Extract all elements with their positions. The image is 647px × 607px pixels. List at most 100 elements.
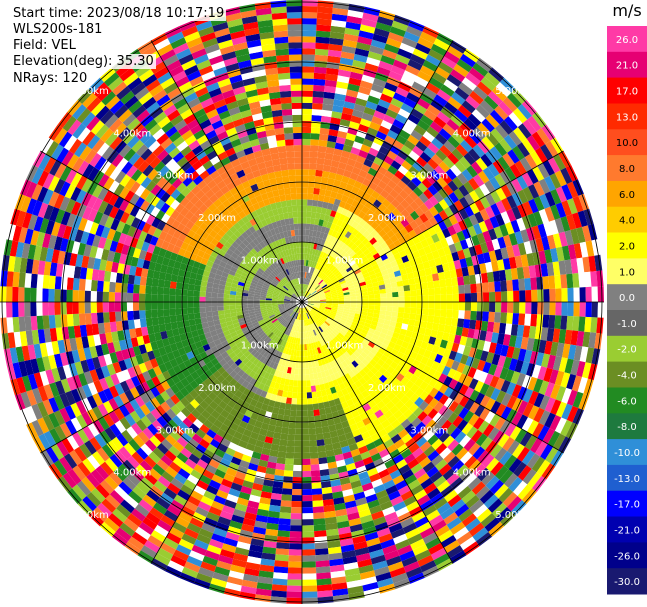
velocity-gate: [548, 315, 556, 329]
velocity-gate: [517, 123, 532, 139]
velocity-gate: [404, 170, 416, 181]
velocity-gate: [281, 359, 287, 367]
velocity-gate: [433, 390, 444, 402]
velocity-gate: [419, 381, 429, 391]
velocity-gate: [355, 338, 363, 345]
velocity-gate: [470, 292, 478, 302]
velocity-gate: [338, 200, 347, 209]
velocity-gate: [244, 512, 257, 521]
velocity-gate: [378, 347, 386, 355]
velocity-gate: [386, 302, 393, 307]
velocity-gate: [359, 317, 367, 323]
velocity-gate: [316, 439, 325, 447]
velocity-gate: [269, 498, 282, 507]
velocity-gate: [315, 328, 321, 335]
velocity-gate: [362, 305, 369, 309]
velocity-gate: [364, 334, 372, 342]
velocity-gate: [524, 154, 538, 170]
velocity-gate: [431, 250, 440, 260]
velocity-gate: [322, 97, 335, 106]
velocity-gate: [275, 376, 282, 384]
velocity-gate: [245, 506, 258, 515]
velocity-gate: [317, 256, 322, 264]
velocity-gate: [324, 79, 337, 88]
velocity-gate: [336, 273, 343, 279]
velocity-gate: [302, 145, 311, 152]
velocity-gate: [317, 590, 333, 598]
velocity-gate: [313, 78, 326, 86]
velocity-gate: [175, 295, 182, 302]
velocity-gate: [325, 305, 332, 309]
velocity-gate: [169, 302, 176, 309]
velocity-gate: [275, 395, 282, 403]
velocity-gate: [208, 538, 224, 549]
velocity-gate: [485, 193, 496, 206]
velocity-gate: [391, 378, 401, 387]
velocity-gate: [463, 319, 471, 329]
velocity-gate: [336, 390, 344, 398]
velocity-gate: [396, 203, 406, 214]
velocity-gate: [307, 303, 314, 306]
velocity-gate: [357, 275, 364, 281]
velocity-gate: [313, 512, 325, 520]
velocity-gate: [18, 287, 25, 302]
velocity-gate: [499, 367, 509, 380]
velocity-gate: [555, 401, 567, 418]
velocity-gate: [337, 465, 348, 474]
velocity-gate: [302, 102, 313, 109]
velocity-gate: [579, 346, 589, 363]
velocity-gate: [362, 222, 371, 231]
velocity-gate: [311, 309, 317, 315]
velocity-gate: [459, 258, 468, 269]
velocity-gate: [296, 344, 300, 351]
velocity-gate: [328, 552, 343, 561]
velocity-gate: [388, 103, 401, 114]
velocity-gate: [296, 350, 300, 357]
velocity-gate: [462, 228, 472, 240]
velocity-gate: [514, 359, 524, 373]
velocity-gate: [366, 57, 381, 67]
velocity-gate: [451, 317, 459, 327]
velocity-gate: [373, 233, 382, 242]
velocity-gate: [311, 391, 318, 399]
velocity-gate: [323, 382, 330, 390]
velocity-gate: [350, 296, 357, 300]
velocity-gate: [337, 291, 344, 295]
velocity-gate: [351, 367, 359, 376]
velocity-gate: [257, 576, 273, 585]
velocity-gate: [302, 265, 304, 272]
velocity-gate: [461, 100, 476, 114]
velocity-gate: [359, 226, 367, 235]
velocity-gate: [430, 329, 438, 338]
velocity-gate: [477, 140, 490, 154]
velocity-gate: [312, 96, 324, 104]
velocity-gate: [103, 312, 110, 323]
velocity-gate: [316, 206, 323, 214]
velocity-gate: [367, 308, 375, 314]
velocity-gate: [521, 99, 537, 116]
velocity-gate: [200, 561, 217, 572]
velocity-gate: [406, 92, 420, 104]
velocity-gate: [356, 155, 366, 165]
velocity-gate: [335, 192, 344, 201]
velocity-gate: [550, 204, 561, 220]
velocity-gate: [315, 169, 323, 177]
velocity-gate: [139, 310, 146, 319]
velocity-gate: [419, 92, 434, 105]
velocity-gate: [355, 292, 363, 297]
velocity-gate: [419, 526, 435, 539]
velocity-gate: [477, 450, 490, 464]
velocity-gate: [319, 295, 326, 299]
velocity-gate: [305, 306, 310, 312]
velocity-gate: [425, 173, 437, 185]
velocity-gate: [311, 115, 322, 122]
velocity-gate: [302, 549, 316, 556]
velocity-gate: [332, 588, 349, 597]
velocity-gate: [489, 413, 501, 427]
velocity-gate: [397, 511, 412, 523]
velocity-gate: [302, 126, 312, 134]
velocity-gate: [358, 361, 367, 370]
velocity-gate: [357, 558, 373, 568]
velocity-gate: [346, 248, 354, 255]
velocity-gate: [572, 195, 584, 213]
